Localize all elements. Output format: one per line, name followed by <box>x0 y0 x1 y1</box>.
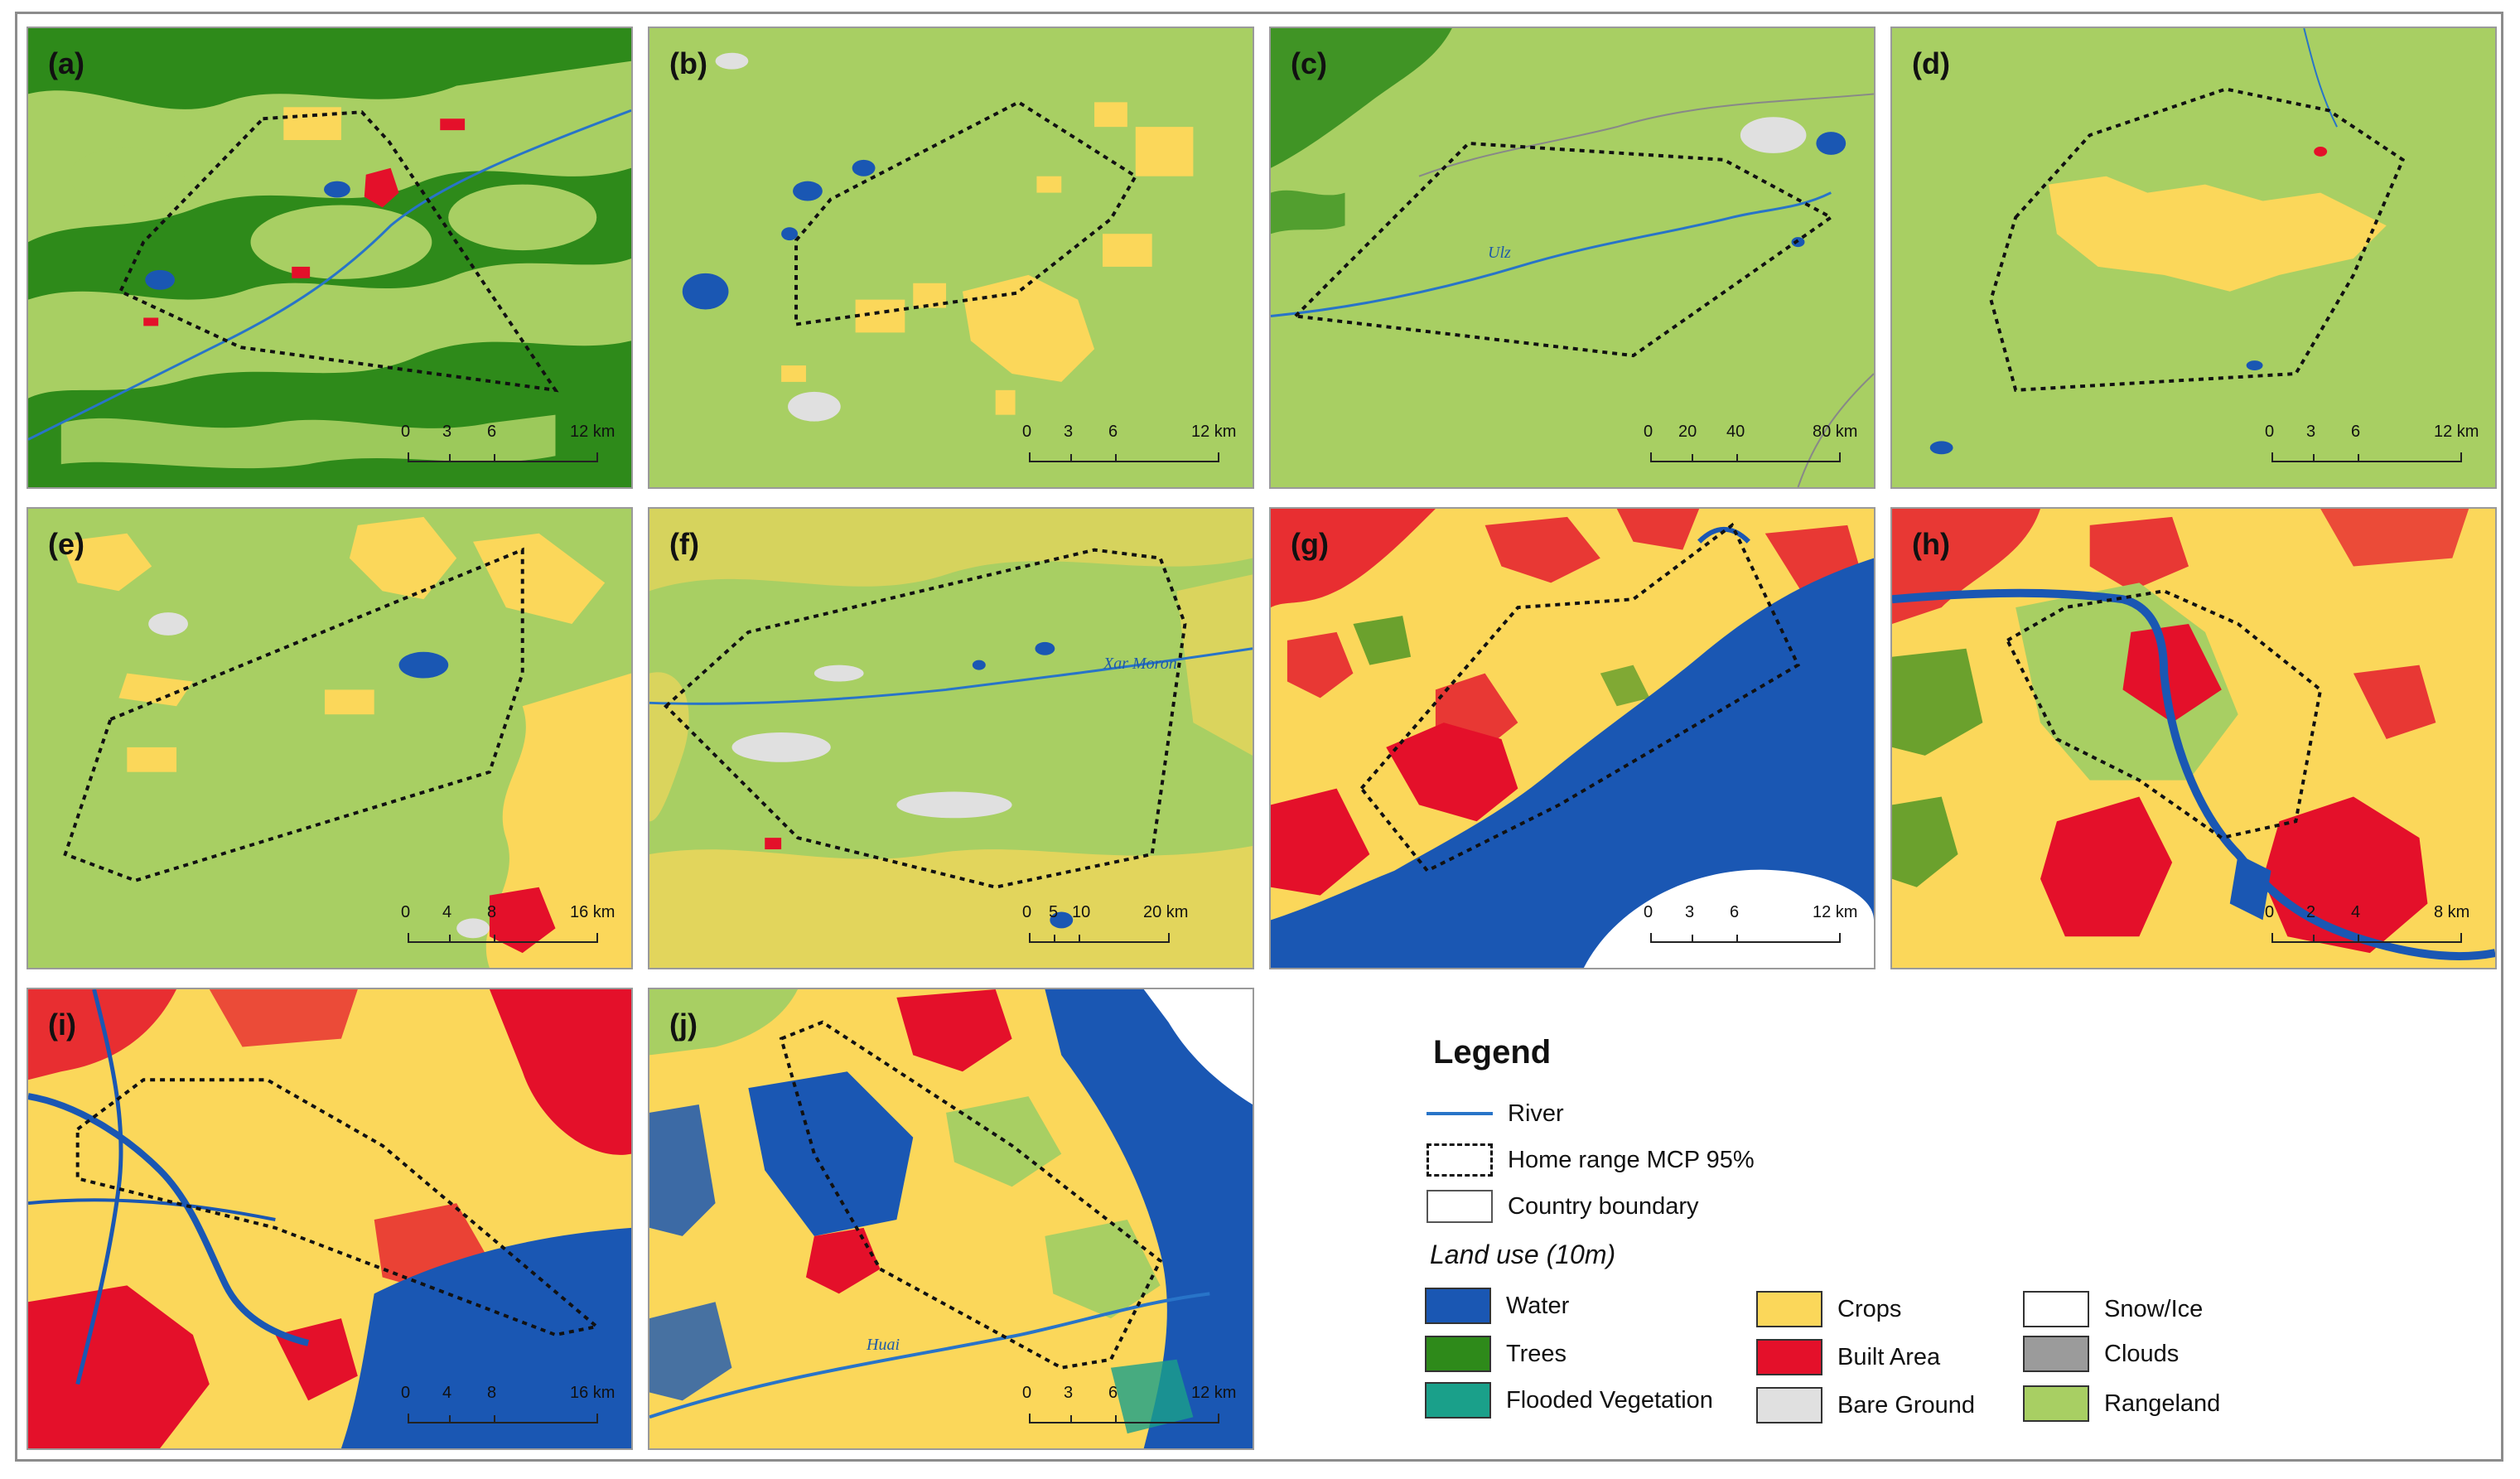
panel-label: (g) <box>1291 527 1329 561</box>
legend-flooded-vegetation: Flooded Vegetation <box>1425 1382 1713 1419</box>
built-area-swatch <box>1756 1339 1822 1375</box>
snow-ice-swatch <box>2023 1291 2089 1327</box>
scale-bar: 0 3 6 12 km <box>2265 423 2479 472</box>
legend-snow-ice: Snow/Ice <box>2023 1291 2203 1327</box>
scale-bar: 0 3 6 12 km <box>401 423 615 472</box>
panel-label: (c) <box>1291 46 1327 80</box>
map-panel-i: (i) 0 4 8 16 km <box>27 988 633 1450</box>
panel-label: (f) <box>669 527 699 561</box>
map-panel-c: (c) Ulz 0 20 40 80 km <box>1269 27 1876 489</box>
map-panel-e: (e) 0 4 8 16 km <box>27 507 633 969</box>
map-panel-b: (b) 0 3 6 12 km <box>648 27 1254 489</box>
legend-built-area: Built Area <box>1756 1339 1940 1375</box>
legend-country-boundary: Country boundary <box>1427 1190 1699 1223</box>
map-panel-f: (f) Xar Moron 0 5 10 20 km <box>648 507 1254 969</box>
legend-clouds: Clouds <box>2023 1336 2179 1372</box>
legend-bare-ground: Bare Ground <box>1756 1387 1975 1423</box>
map-panel-j: (j) Huai 0 3 6 12 km <box>648 988 1254 1450</box>
panel-label: (e) <box>48 527 84 561</box>
rangeland-swatch <box>2023 1385 2089 1422</box>
figure-frame <box>15 12 2503 1462</box>
scale-bar: 0 4 8 16 km <box>401 903 615 953</box>
scale-bar: 0 3 6 12 km <box>1022 423 1236 472</box>
map-panel-h: (h) 0 2 4 8 km <box>1890 507 2497 969</box>
scale-bar: 0 4 8 16 km <box>401 1384 615 1433</box>
scale-bar: 0 3 6 12 km <box>1644 903 1857 953</box>
map-panel-a: (a) 0 3 6 12 km <box>27 27 633 489</box>
dashed-polygon-icon <box>1427 1143 1493 1177</box>
panel-label: (h) <box>1912 527 1950 561</box>
map-panel-d: (d) 0 3 6 12 km <box>1890 27 2497 489</box>
panel-label: (i) <box>48 1008 76 1042</box>
land-use-title: Land use (10m) <box>1430 1240 1616 1269</box>
scale-bar: 0 5 10 20 km <box>1022 903 1219 953</box>
river-label: Ulz <box>1488 244 1511 262</box>
map-panel-g: (g) 0 3 6 12 km <box>1269 507 1876 969</box>
scale-bar: 0 2 4 8 km <box>2265 903 2469 953</box>
trees-swatch <box>1425 1336 1491 1372</box>
legend-title: Legend <box>1433 1034 1552 1071</box>
legend-crops: Crops <box>1756 1291 1901 1327</box>
legend-water: Water <box>1425 1288 1569 1324</box>
scale-bar: 0 3 6 12 km <box>1022 1384 1236 1433</box>
flooded-vegetation-swatch <box>1425 1382 1491 1419</box>
panel-label: (b) <box>669 46 707 80</box>
legend-rangeland: Rangeland <box>2023 1385 2220 1422</box>
panel-label: (a) <box>48 46 84 80</box>
panel-label: (j) <box>669 1008 698 1042</box>
map-legend: Legend River Home range MCP 95% Country … <box>1408 1027 2402 1458</box>
river-label: Huai <box>867 1336 900 1354</box>
clouds-swatch <box>2023 1336 2089 1372</box>
river-line-icon <box>1427 1097 1493 1130</box>
panel-label: (d) <box>1912 46 1950 80</box>
bare-ground-swatch <box>1756 1387 1822 1423</box>
boundary-polygon-icon <box>1427 1190 1493 1223</box>
legend-mcp: Home range MCP 95% <box>1427 1143 1755 1177</box>
scale-bar: 0 20 40 80 km <box>1644 423 1857 472</box>
legend-river: River <box>1427 1097 1564 1130</box>
legend-trees: Trees <box>1425 1336 1567 1372</box>
river-label: Xar Moron <box>1103 655 1177 673</box>
crops-swatch <box>1756 1291 1822 1327</box>
water-swatch <box>1425 1288 1491 1324</box>
